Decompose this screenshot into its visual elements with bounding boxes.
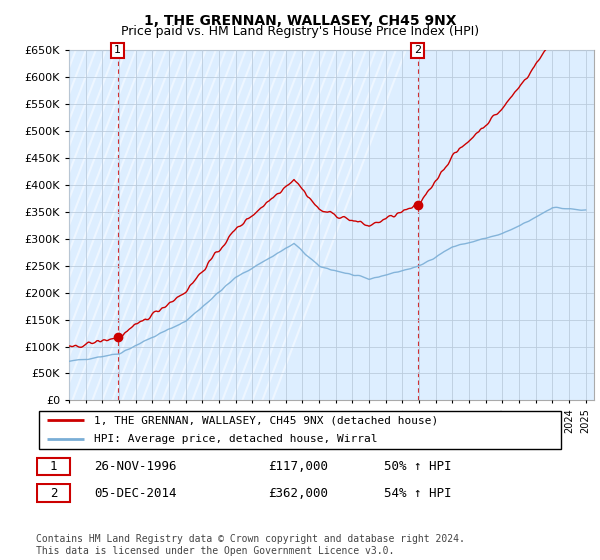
Text: 1, THE GRENNAN, WALLASEY, CH45 9NX: 1, THE GRENNAN, WALLASEY, CH45 9NX [144, 14, 456, 28]
Text: 54% ↑ HPI: 54% ↑ HPI [385, 487, 452, 500]
Text: Price paid vs. HM Land Registry's House Price Index (HPI): Price paid vs. HM Land Registry's House … [121, 25, 479, 38]
Text: 1: 1 [114, 45, 121, 55]
Text: HPI: Average price, detached house, Wirral: HPI: Average price, detached house, Wirr… [94, 435, 377, 445]
Text: 1, THE GRENNAN, WALLASEY, CH45 9NX (detached house): 1, THE GRENNAN, WALLASEY, CH45 9NX (deta… [94, 415, 439, 425]
Text: 1: 1 [50, 460, 57, 473]
Text: 50% ↑ HPI: 50% ↑ HPI [385, 460, 452, 473]
FancyBboxPatch shape [37, 458, 70, 475]
Text: 2: 2 [50, 487, 57, 500]
Text: £362,000: £362,000 [268, 487, 328, 500]
Text: 05-DEC-2014: 05-DEC-2014 [94, 487, 176, 500]
Text: £117,000: £117,000 [268, 460, 328, 473]
FancyBboxPatch shape [37, 484, 70, 502]
Text: 26-NOV-1996: 26-NOV-1996 [94, 460, 176, 473]
Text: 2: 2 [414, 45, 421, 55]
Text: Contains HM Land Registry data © Crown copyright and database right 2024.
This d: Contains HM Land Registry data © Crown c… [36, 534, 465, 556]
FancyBboxPatch shape [38, 411, 562, 449]
